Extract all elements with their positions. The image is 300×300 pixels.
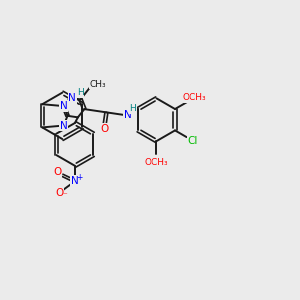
Text: N: N — [68, 93, 76, 103]
Text: Cl: Cl — [188, 136, 198, 146]
Text: OCH₃: OCH₃ — [182, 93, 206, 102]
Text: ⁻: ⁻ — [62, 192, 67, 201]
Text: N: N — [60, 121, 68, 130]
Text: N: N — [124, 110, 131, 121]
Text: O: O — [100, 124, 108, 134]
Text: O: O — [55, 188, 64, 197]
Text: OCH₃: OCH₃ — [145, 158, 168, 167]
Text: N: N — [71, 176, 79, 186]
Text: H: H — [130, 104, 136, 113]
Text: +: + — [76, 172, 82, 182]
Text: CH₃: CH₃ — [90, 80, 106, 89]
Text: O: O — [53, 167, 61, 177]
Text: N: N — [60, 101, 68, 111]
Text: H: H — [77, 88, 84, 97]
